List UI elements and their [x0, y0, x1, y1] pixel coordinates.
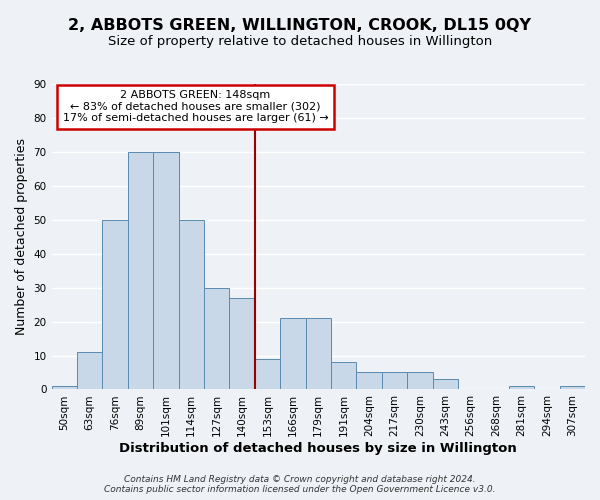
Bar: [382, 372, 407, 390]
Bar: [204, 288, 229, 390]
X-axis label: Distribution of detached houses by size in Willington: Distribution of detached houses by size …: [119, 442, 517, 455]
Text: Size of property relative to detached houses in Willington: Size of property relative to detached ho…: [108, 35, 492, 48]
Text: 2, ABBOTS GREEN, WILLINGTON, CROOK, DL15 0QY: 2, ABBOTS GREEN, WILLINGTON, CROOK, DL15…: [68, 18, 532, 32]
Text: Contains HM Land Registry data © Crown copyright and database right 2024.: Contains HM Land Registry data © Crown c…: [124, 475, 476, 484]
Bar: [255, 359, 280, 390]
Bar: [229, 298, 255, 390]
Bar: [331, 362, 356, 390]
Bar: [153, 152, 179, 390]
Bar: [179, 220, 204, 390]
Y-axis label: Number of detached properties: Number of detached properties: [15, 138, 28, 335]
Bar: [356, 372, 382, 390]
Text: Contains public sector information licensed under the Open Government Licence v3: Contains public sector information licen…: [104, 485, 496, 494]
Bar: [280, 318, 305, 390]
Bar: [52, 386, 77, 390]
Bar: [433, 380, 458, 390]
Bar: [103, 220, 128, 390]
Bar: [128, 152, 153, 390]
Bar: [509, 386, 534, 390]
Bar: [305, 318, 331, 390]
Bar: [407, 372, 433, 390]
Bar: [560, 386, 585, 390]
Text: 2 ABBOTS GREEN: 148sqm
← 83% of detached houses are smaller (302)
17% of semi-de: 2 ABBOTS GREEN: 148sqm ← 83% of detached…: [63, 90, 328, 124]
Bar: [77, 352, 103, 390]
